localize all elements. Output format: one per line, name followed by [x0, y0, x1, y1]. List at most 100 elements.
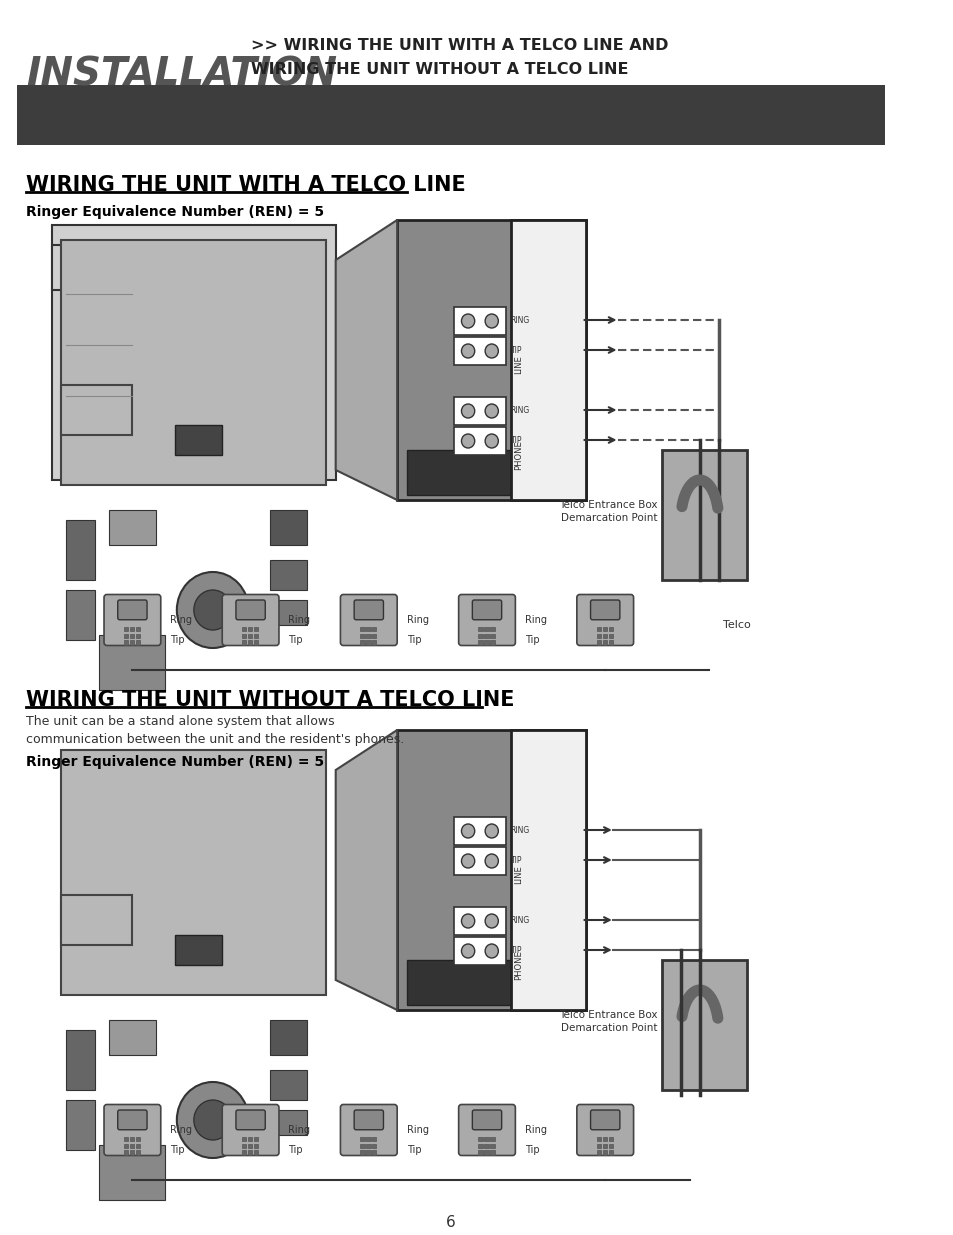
FancyBboxPatch shape	[354, 1110, 383, 1130]
Text: PHONE: PHONE	[513, 950, 522, 979]
FancyBboxPatch shape	[253, 1144, 258, 1149]
FancyBboxPatch shape	[270, 1070, 307, 1100]
FancyBboxPatch shape	[454, 937, 505, 965]
FancyBboxPatch shape	[109, 510, 156, 545]
FancyBboxPatch shape	[253, 626, 258, 631]
Text: RING: RING	[510, 826, 529, 835]
FancyBboxPatch shape	[242, 626, 246, 631]
FancyBboxPatch shape	[596, 634, 600, 638]
FancyBboxPatch shape	[490, 1136, 495, 1141]
Text: Telco Entrance Box
Demarcation Point: Telco Entrance Box Demarcation Point	[558, 500, 657, 524]
Text: RING: RING	[510, 316, 529, 325]
FancyBboxPatch shape	[117, 1110, 147, 1130]
FancyBboxPatch shape	[577, 594, 633, 646]
FancyBboxPatch shape	[596, 1150, 600, 1155]
FancyBboxPatch shape	[135, 634, 140, 638]
FancyBboxPatch shape	[242, 1150, 246, 1155]
FancyBboxPatch shape	[253, 634, 258, 638]
Circle shape	[461, 853, 475, 868]
FancyBboxPatch shape	[130, 640, 134, 645]
FancyBboxPatch shape	[484, 640, 488, 645]
FancyBboxPatch shape	[478, 1144, 482, 1149]
Circle shape	[461, 433, 475, 448]
Text: Tip: Tip	[406, 635, 421, 645]
FancyBboxPatch shape	[472, 1110, 501, 1130]
Circle shape	[485, 314, 497, 329]
Text: Ring: Ring	[170, 1125, 192, 1135]
FancyBboxPatch shape	[270, 559, 307, 590]
Circle shape	[176, 572, 249, 648]
Circle shape	[461, 345, 475, 358]
FancyBboxPatch shape	[454, 337, 505, 366]
FancyBboxPatch shape	[484, 1144, 488, 1149]
FancyBboxPatch shape	[354, 600, 383, 620]
Circle shape	[485, 824, 497, 839]
Text: Telco: Telco	[722, 620, 750, 630]
Circle shape	[461, 914, 475, 927]
FancyBboxPatch shape	[396, 730, 586, 1010]
FancyBboxPatch shape	[117, 600, 147, 620]
FancyBboxPatch shape	[135, 1144, 140, 1149]
FancyBboxPatch shape	[602, 1144, 606, 1149]
FancyBboxPatch shape	[66, 1100, 94, 1150]
FancyBboxPatch shape	[608, 634, 612, 638]
FancyBboxPatch shape	[17, 85, 884, 144]
FancyBboxPatch shape	[130, 634, 134, 638]
FancyBboxPatch shape	[242, 1144, 246, 1149]
FancyBboxPatch shape	[104, 1104, 161, 1156]
FancyBboxPatch shape	[61, 895, 132, 945]
Circle shape	[485, 853, 497, 868]
FancyBboxPatch shape	[61, 750, 326, 995]
FancyBboxPatch shape	[61, 385, 132, 435]
FancyBboxPatch shape	[478, 1136, 482, 1141]
Circle shape	[461, 824, 475, 839]
FancyBboxPatch shape	[66, 520, 94, 580]
Circle shape	[193, 590, 232, 630]
FancyBboxPatch shape	[248, 1150, 252, 1155]
Text: TIP: TIP	[510, 946, 521, 955]
Text: Ring: Ring	[170, 615, 192, 625]
FancyBboxPatch shape	[602, 640, 606, 645]
FancyBboxPatch shape	[360, 640, 364, 645]
Text: >> WIRING THE UNIT WITH A TELCO LINE AND: >> WIRING THE UNIT WITH A TELCO LINE AND	[251, 38, 667, 53]
FancyBboxPatch shape	[366, 640, 370, 645]
FancyBboxPatch shape	[222, 594, 278, 646]
FancyBboxPatch shape	[510, 220, 586, 500]
FancyBboxPatch shape	[602, 626, 606, 631]
Text: Ringer Equivalence Number (REN) = 5: Ringer Equivalence Number (REN) = 5	[27, 755, 324, 769]
FancyBboxPatch shape	[458, 1104, 515, 1156]
FancyBboxPatch shape	[135, 1136, 140, 1141]
FancyBboxPatch shape	[222, 1104, 278, 1156]
Text: WIRING THE UNIT WITHOUT A TELCO LINE: WIRING THE UNIT WITHOUT A TELCO LINE	[251, 62, 627, 77]
FancyBboxPatch shape	[490, 1150, 495, 1155]
FancyBboxPatch shape	[104, 594, 161, 646]
FancyBboxPatch shape	[590, 600, 619, 620]
FancyBboxPatch shape	[135, 626, 140, 631]
FancyBboxPatch shape	[406, 960, 577, 1005]
Text: RING: RING	[510, 916, 529, 925]
FancyBboxPatch shape	[130, 1144, 134, 1149]
FancyBboxPatch shape	[235, 600, 265, 620]
FancyBboxPatch shape	[366, 1150, 370, 1155]
FancyBboxPatch shape	[590, 1110, 619, 1130]
FancyBboxPatch shape	[99, 635, 165, 690]
FancyBboxPatch shape	[135, 640, 140, 645]
FancyBboxPatch shape	[372, 634, 376, 638]
Text: Ring: Ring	[406, 1125, 428, 1135]
Text: Tip: Tip	[288, 635, 303, 645]
FancyBboxPatch shape	[270, 600, 307, 625]
FancyBboxPatch shape	[61, 240, 326, 485]
FancyBboxPatch shape	[248, 1144, 252, 1149]
FancyBboxPatch shape	[248, 640, 252, 645]
FancyBboxPatch shape	[454, 396, 505, 425]
Text: INSTALLATION: INSTALLATION	[27, 56, 337, 93]
FancyBboxPatch shape	[490, 626, 495, 631]
Text: 6: 6	[446, 1215, 456, 1230]
Text: LINE: LINE	[513, 866, 522, 884]
FancyBboxPatch shape	[472, 600, 501, 620]
Text: Tip: Tip	[170, 1145, 185, 1155]
FancyBboxPatch shape	[366, 626, 370, 631]
FancyBboxPatch shape	[366, 634, 370, 638]
FancyBboxPatch shape	[454, 847, 505, 876]
FancyBboxPatch shape	[124, 1150, 128, 1155]
